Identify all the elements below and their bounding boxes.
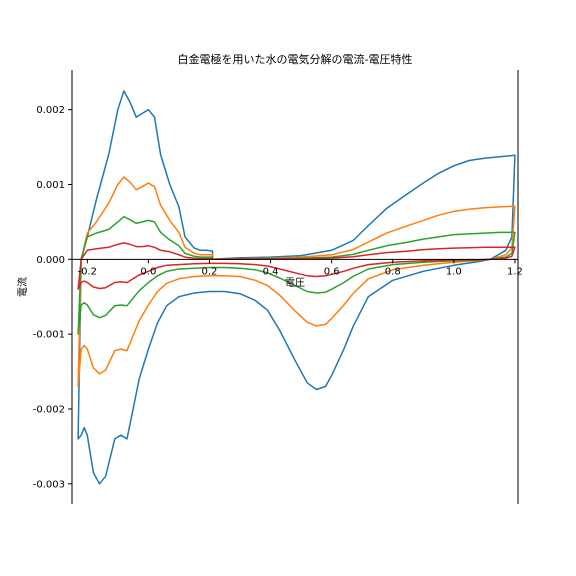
x-axis-label: 電圧 <box>285 277 305 289</box>
x-tick-label: 0.8 <box>385 266 401 277</box>
x-tick-label: 1.2 <box>507 266 523 277</box>
chart-title: 白金電極を用いた水の電気分解の電流-電圧特性 <box>178 52 413 66</box>
y-tick-label: -0.003 <box>33 479 65 490</box>
plot-area: -0.2 0.0 0.2 0.4 0.6 0.8 1.0 1.2 0.0020.0010.00… <box>33 70 523 504</box>
curves-group <box>77 90 516 485</box>
y-tick-label: 0.000 <box>36 255 65 266</box>
y-axis-ticks: 0.002 0.001 0.000 -0.001 -0.002 -0.003 <box>33 105 72 490</box>
y-tick-label: 0.001 <box>36 180 65 191</box>
x-tick-label: 0.4 <box>263 266 279 277</box>
x-tick-label: 0.0 <box>140 266 156 277</box>
x-tick-label: 0.2 <box>202 266 218 277</box>
x-tick-label: 0.6 <box>324 266 340 277</box>
x-tick-label: -0.2 <box>78 266 98 277</box>
series-line-4 <box>77 242 516 290</box>
x-axis-ticks: -0.2 0.0 0.2 0.4 0.6 0.8 1.0 1.2 <box>78 259 523 277</box>
y-axis-label: 電流 <box>16 277 29 297</box>
series-line-2 <box>77 176 516 388</box>
series-line-1 <box>77 90 516 485</box>
y-tick-label: 0.002 <box>36 105 65 116</box>
series-line-3 <box>77 215 516 335</box>
x-tick-label: 1.0 <box>446 266 462 277</box>
y-tick-label: -0.002 <box>33 404 65 415</box>
y-tick-label: -0.001 <box>33 330 65 341</box>
